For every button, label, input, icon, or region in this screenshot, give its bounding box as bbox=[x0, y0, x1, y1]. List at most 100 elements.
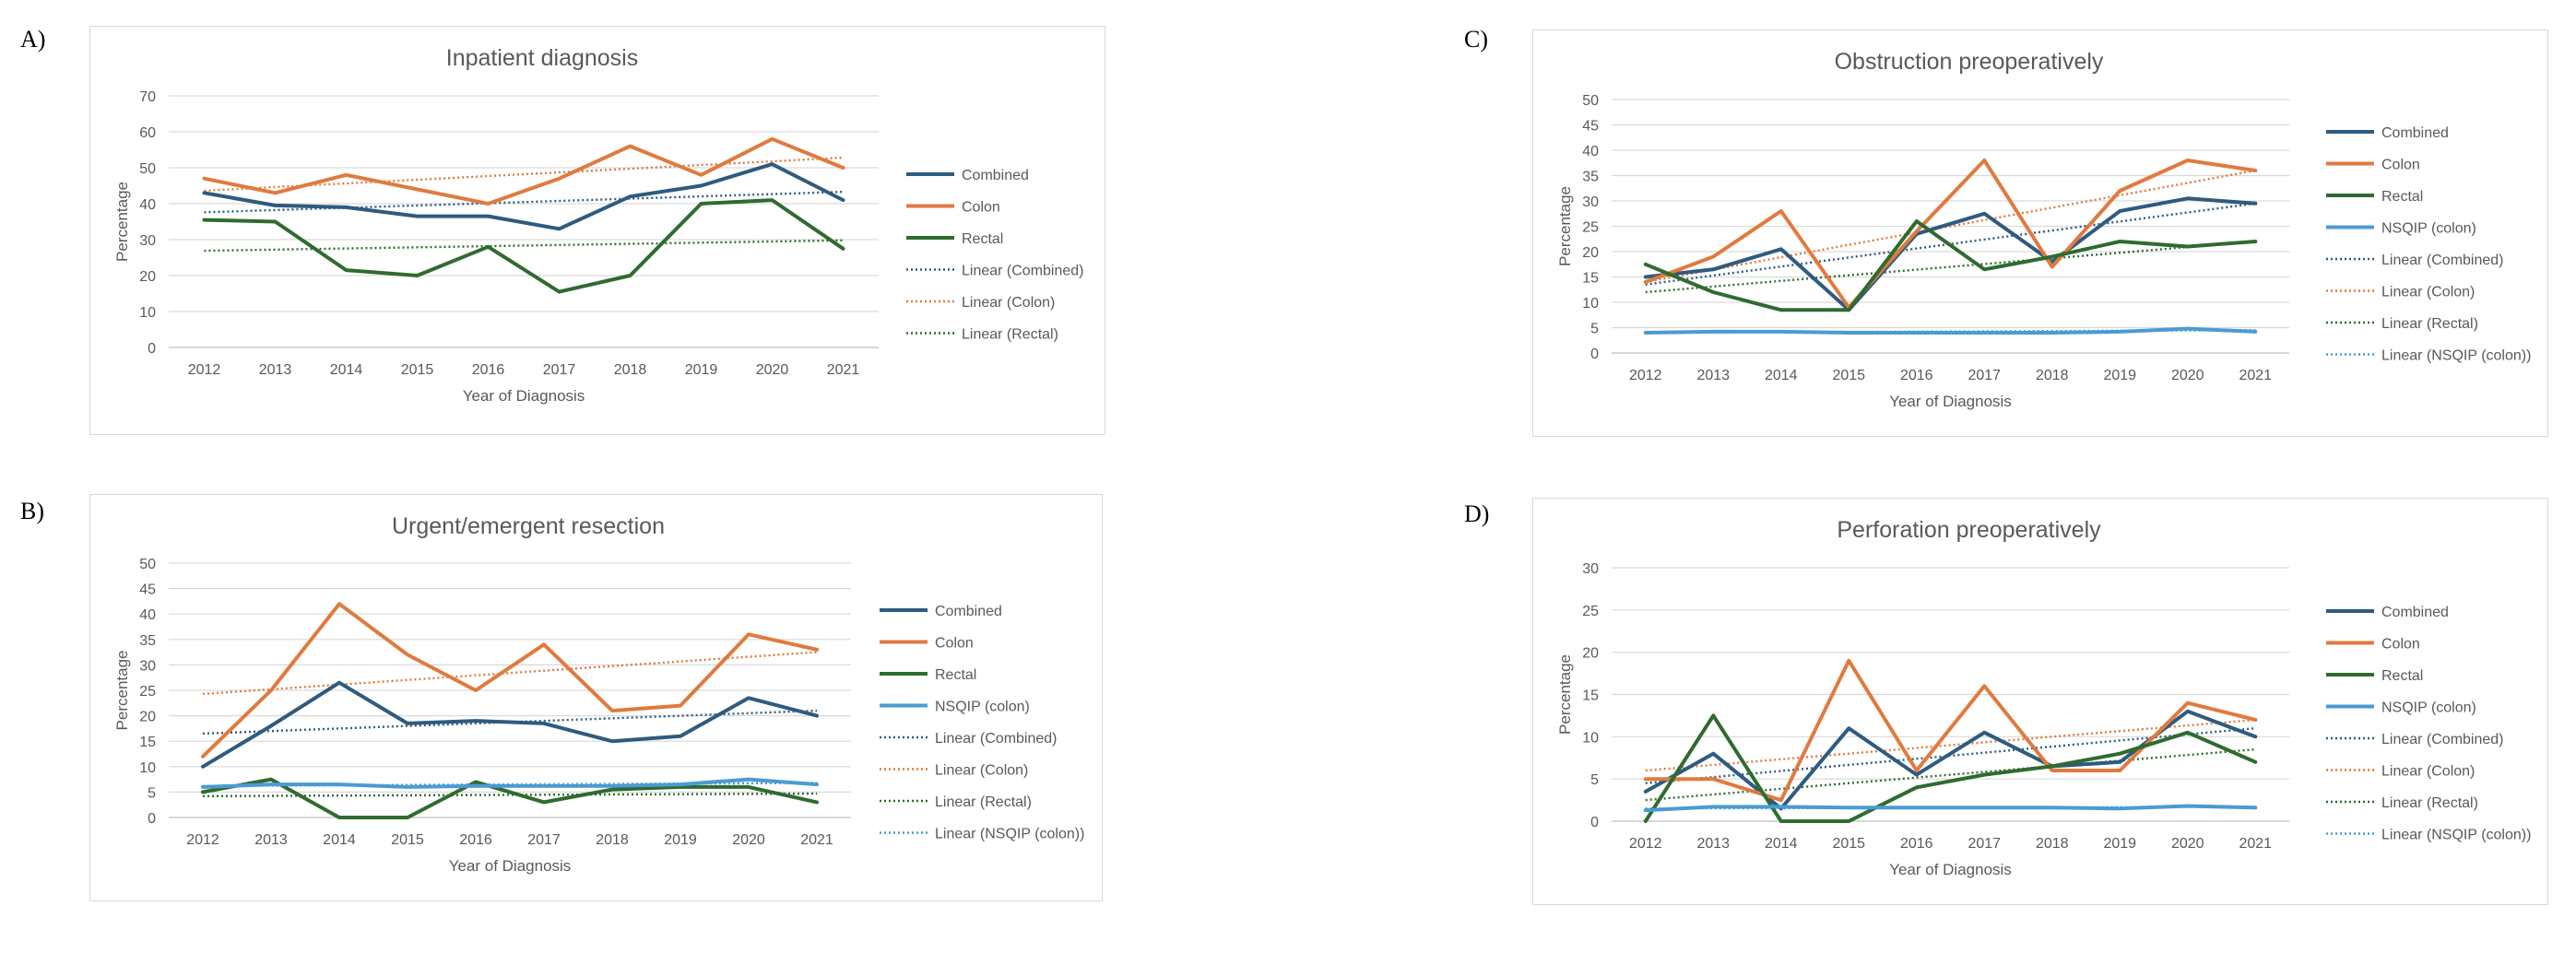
y-tick-label: 10 bbox=[139, 305, 156, 321]
y-tick-label: 20 bbox=[1582, 646, 1599, 662]
x-tick-label: 2018 bbox=[2036, 368, 2069, 383]
trendline-linear-rectal bbox=[1645, 747, 2256, 802]
x-tick-label: 2020 bbox=[732, 832, 765, 848]
series-line-rectal bbox=[201, 777, 819, 819]
y-tick-label: 30 bbox=[1582, 194, 1599, 210]
trendline-linear-combined bbox=[204, 190, 844, 214]
y-tick-label: 0 bbox=[148, 341, 156, 357]
y-tick-label: 30 bbox=[139, 658, 156, 674]
y-tick-label: 10 bbox=[1582, 730, 1599, 746]
x-tick-label: 2018 bbox=[2036, 836, 2069, 852]
x-tick-label: 2020 bbox=[2171, 368, 2204, 383]
trendline-linear-colon bbox=[202, 651, 818, 696]
legend-label-colon: Colon bbox=[962, 200, 1000, 216]
x-tick-label: 2015 bbox=[391, 832, 424, 848]
x-tick-label: 2016 bbox=[472, 362, 505, 378]
y-tick-label: 25 bbox=[1582, 220, 1599, 236]
x-tick-label: 2014 bbox=[323, 832, 356, 848]
legend-label-linear-rectal: Linear (Rectal) bbox=[935, 794, 1032, 810]
panel-label-a: A) bbox=[20, 26, 46, 53]
trendline-linear-colon bbox=[1645, 718, 2256, 772]
y-axis-title: Percentage bbox=[1556, 186, 1574, 266]
series-line-rectal bbox=[1643, 713, 2258, 823]
series-line-combined bbox=[201, 680, 819, 769]
y-tick-label: 40 bbox=[1582, 144, 1599, 159]
series-line-colon bbox=[202, 136, 845, 206]
series-line-colon bbox=[201, 602, 819, 759]
y-axis-title: Percentage bbox=[113, 651, 131, 731]
panel-label-d: D) bbox=[1464, 500, 1490, 527]
legend-label-nsqip-colon: NSQIP (colon) bbox=[935, 700, 1030, 715]
x-tick-label: 2016 bbox=[1900, 836, 1933, 852]
series-line-nsqip-colon bbox=[201, 777, 819, 789]
y-tick-label: 5 bbox=[148, 785, 156, 801]
y-tick-label: 50 bbox=[1582, 93, 1599, 109]
y-tick-label: 35 bbox=[139, 633, 156, 649]
series-line-nsqip-colon bbox=[1643, 804, 2258, 813]
chart-svg: Obstruction preoperatively 0 5 10 15 20 25 30 35… bbox=[1556, 49, 2531, 410]
chart-title: Urgent/emergent resection bbox=[392, 513, 665, 539]
chart-svg: Inpatient diagnosis 0 10 20 30 40 50 60 70 2012 20… bbox=[113, 45, 1084, 405]
chart-title: Inpatient diagnosis bbox=[446, 45, 638, 71]
legend-label-combined: Combined bbox=[962, 168, 1029, 183]
x-tick-label: 2020 bbox=[756, 362, 789, 378]
series-line-nsqip-colon bbox=[1643, 326, 2258, 335]
legend-label-colon: Colon bbox=[935, 636, 974, 652]
chart-inpatient-diagnosis: Inpatient diagnosis 0 10 20 30 40 50 60 70 2012 20… bbox=[89, 26, 1105, 435]
y-tick-label: 0 bbox=[148, 811, 156, 827]
trendline-linear-rectal bbox=[202, 792, 818, 798]
legend-label-nsqip-colon: NSQIP (colon) bbox=[2381, 221, 2476, 237]
legend-label-linear-nsqip-colon: Linear (NSQIP (colon)) bbox=[2381, 348, 2531, 364]
x-tick-label: 2021 bbox=[2239, 836, 2272, 852]
x-tick-label: 2017 bbox=[527, 832, 561, 848]
legend-label-rectal: Rectal bbox=[935, 667, 976, 683]
y-tick-label: 10 bbox=[1582, 296, 1599, 312]
y-tick-label: 0 bbox=[1590, 815, 1599, 830]
x-tick-label: 2021 bbox=[800, 832, 833, 848]
y-tick-label: 35 bbox=[1582, 170, 1599, 185]
legend-label-rectal: Rectal bbox=[2381, 189, 2423, 205]
x-tick-label: 2015 bbox=[401, 362, 434, 378]
legend-label-colon: Colon bbox=[2381, 158, 2420, 173]
y-tick-label: 5 bbox=[1590, 772, 1599, 788]
legend-label-rectal: Rectal bbox=[2381, 668, 2423, 684]
x-tick-label: 2019 bbox=[2103, 368, 2136, 383]
chart-svg: Perforation preoperatively 0 5 10 15 20 25 30 20… bbox=[1556, 517, 2531, 878]
y-tick-label: 50 bbox=[139, 161, 156, 177]
x-tick-label: 2019 bbox=[664, 832, 697, 848]
y-tick-label: 15 bbox=[1582, 271, 1599, 287]
x-tick-label: 2014 bbox=[1765, 836, 1798, 852]
x-tick-label: 2012 bbox=[188, 362, 221, 378]
y-tick-label: 25 bbox=[139, 684, 156, 700]
legend-label-combined: Combined bbox=[2381, 125, 2449, 141]
y-tick-label: 60 bbox=[139, 125, 156, 141]
legend-label-linear-colon: Linear (Colon) bbox=[2381, 764, 2475, 780]
panel-label-b: B) bbox=[20, 498, 44, 524]
legend-label-linear-colon: Linear (Colon) bbox=[2381, 285, 2475, 300]
x-tick-label: 2019 bbox=[2103, 836, 2136, 852]
x-tick-label: 2014 bbox=[330, 362, 363, 378]
trendline-linear-rectal bbox=[1645, 240, 2256, 294]
legend-label-linear-rectal: Linear (Rectal) bbox=[2381, 795, 2478, 811]
trendline-linear-rectal bbox=[204, 239, 844, 253]
legend-label-linear-combined: Linear (Combined) bbox=[2381, 732, 2504, 747]
x-tick-label: 2013 bbox=[1696, 836, 1730, 852]
legend-label-colon: Colon bbox=[2381, 637, 2420, 653]
x-tick-label: 2012 bbox=[186, 832, 219, 848]
y-tick-label: 25 bbox=[1582, 604, 1599, 619]
x-tick-label: 2018 bbox=[596, 832, 629, 848]
legend-label-linear-nsqip-colon: Linear (NSQIP (colon)) bbox=[2381, 828, 2531, 843]
chart-title: Obstruction preoperatively bbox=[1835, 49, 2104, 75]
y-tick-label: 30 bbox=[139, 233, 156, 249]
y-tick-label: 20 bbox=[1582, 245, 1599, 261]
legend-label-rectal: Rectal bbox=[962, 231, 1003, 247]
x-tick-label: 2016 bbox=[459, 832, 492, 848]
y-tick-label: 45 bbox=[139, 582, 156, 598]
x-tick-label: 2013 bbox=[254, 832, 288, 848]
y-tick-label: 5 bbox=[1590, 322, 1599, 337]
x-tick-label: 2013 bbox=[259, 362, 292, 378]
x-axis-title: Year of Diagnosis bbox=[463, 387, 585, 405]
chart-obstruction-preoperatively: Obstruction preoperatively 0 5 10 15 20 25 30 35… bbox=[1532, 29, 2548, 437]
legend-label-linear-combined: Linear (Combined) bbox=[2381, 253, 2504, 268]
legend-label-linear-combined: Linear (Combined) bbox=[962, 264, 1084, 279]
